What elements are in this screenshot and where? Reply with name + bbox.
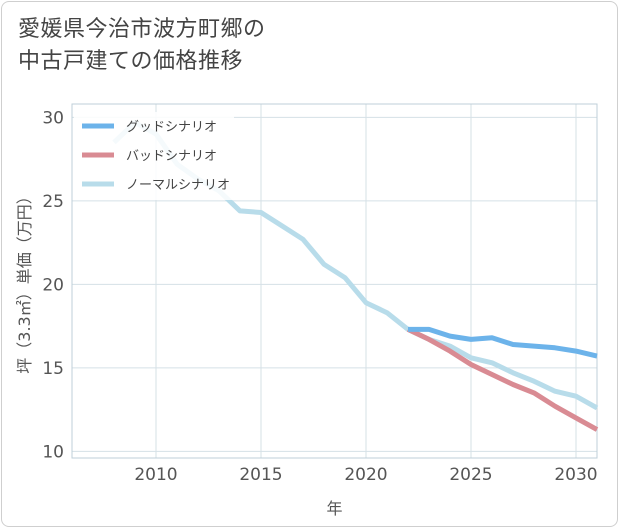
series-line-0 — [408, 326, 598, 359]
y-tick-label: 15 — [42, 359, 64, 379]
y-tick-label: 25 — [42, 192, 64, 212]
title-line-2: 中古戸建ての価格推移 — [18, 49, 244, 74]
chart-title: 愛媛県今治市波方町郷の 中古戸建ての価格推移 — [18, 14, 266, 78]
x-axis-label: 年 — [326, 499, 342, 518]
x-tick-label: 2020 — [344, 465, 387, 485]
legend-label: グッドシナリオ — [126, 120, 217, 135]
grid — [72, 104, 597, 458]
y-axis-label: 坪（3.3㎡）単価（万円） — [15, 188, 34, 373]
plot-area — [71, 103, 598, 459]
series-line-1 — [406, 327, 599, 432]
x-tick-label: 2030 — [554, 465, 597, 485]
legend-label: バッドシナリオ — [126, 149, 217, 164]
x-tick-label: 2025 — [449, 465, 492, 485]
x-tick-label: 2015 — [239, 465, 282, 485]
y-tick-label: 10 — [42, 442, 64, 462]
title-line-1: 愛媛県今治市波方町郷の — [18, 17, 266, 42]
x-tick-label: 2010 — [134, 465, 177, 485]
legend-label: ノーマルシナリオ — [126, 178, 230, 193]
y-tick-label: 30 — [42, 108, 64, 128]
y-tick-label: 20 — [42, 275, 64, 295]
